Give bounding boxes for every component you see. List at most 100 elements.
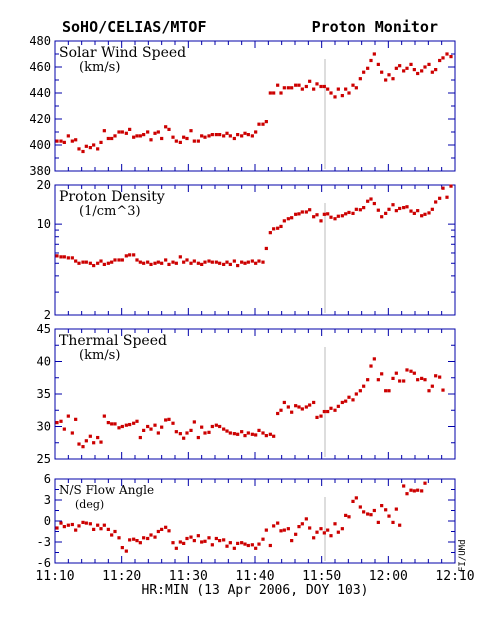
data-point [286, 86, 290, 90]
data-point [62, 255, 66, 259]
data-point [74, 138, 78, 142]
data-point [138, 541, 142, 545]
data-point [333, 217, 337, 221]
data-point [135, 419, 139, 423]
data-point [99, 527, 103, 531]
data-point [189, 129, 193, 133]
data-point [66, 256, 70, 260]
data-point [138, 260, 142, 264]
data-point [308, 526, 312, 530]
data-point [294, 404, 298, 408]
data-point [304, 517, 308, 521]
data-point [96, 261, 100, 265]
data-point [200, 262, 204, 267]
data-point [185, 136, 189, 141]
data-point [84, 439, 88, 443]
data-point [387, 207, 391, 211]
data-point [185, 431, 189, 435]
data-point [178, 540, 182, 544]
data-point [398, 64, 402, 68]
data-point [416, 71, 420, 76]
data-point [376, 378, 380, 382]
data-point [70, 522, 74, 527]
data-point [282, 86, 286, 90]
data-point [228, 541, 232, 545]
data-point [372, 508, 376, 513]
data-point [264, 120, 268, 124]
data-point [372, 201, 376, 206]
data-point [312, 215, 316, 219]
data-point [261, 122, 265, 126]
data-point [449, 184, 453, 188]
data-point [232, 259, 236, 263]
data-point [409, 369, 413, 373]
data-point [232, 432, 236, 436]
data-point [264, 434, 268, 438]
data-point [290, 539, 294, 543]
data-point [376, 520, 380, 524]
data-point [366, 66, 370, 70]
data-point [391, 376, 395, 380]
data-point [142, 536, 146, 540]
data-point [62, 140, 66, 144]
y-tick-label: 25 [37, 452, 51, 466]
data-point [358, 77, 362, 81]
data-point [405, 368, 409, 372]
data-point [246, 260, 250, 264]
data-point [102, 414, 106, 418]
data-point [96, 435, 100, 440]
data-point [402, 484, 406, 488]
data-point [192, 539, 196, 543]
data-point [203, 135, 207, 139]
data-point [322, 212, 326, 216]
data-point [124, 131, 128, 135]
y-tick-label: 460 [29, 60, 51, 74]
data-point [391, 203, 395, 207]
data-point [70, 139, 74, 143]
data-point [135, 258, 139, 262]
credit-label: FI/UMd [458, 539, 468, 572]
panel-thermal: 25 30 35 40 45 Thermal Speed(km/s) [37, 322, 456, 466]
data-point [207, 259, 211, 263]
data-point [420, 376, 424, 380]
data-point [257, 542, 261, 546]
data-point [110, 422, 114, 426]
data-point [409, 62, 413, 66]
data-point [340, 94, 344, 98]
data-point [178, 140, 182, 144]
data-point [366, 199, 370, 203]
data-point [423, 378, 427, 382]
data-point [243, 434, 247, 438]
data-point [300, 522, 304, 526]
data-point [297, 525, 301, 529]
data-point [427, 62, 431, 66]
data-point [297, 405, 301, 409]
x-tick-label: 11:50 [302, 569, 341, 584]
data-point [84, 144, 88, 148]
panel-flow: -6 -3 0 3 6 N/S Flow Angle(deg) [37, 472, 456, 570]
data-point [340, 214, 344, 218]
data-point [322, 409, 326, 414]
panel-unit: (km/s) [79, 60, 120, 75]
data-point [290, 86, 294, 90]
data-point [254, 433, 258, 437]
data-point [257, 428, 261, 432]
x-tick-label: 11:20 [102, 569, 141, 584]
data-point [62, 427, 66, 431]
data-point [308, 208, 312, 212]
data-point [218, 261, 222, 265]
data-point [149, 533, 153, 537]
data-point [92, 143, 96, 147]
y-tick-label: 10 [37, 217, 51, 231]
data-point [164, 418, 168, 422]
data-point [358, 505, 362, 509]
data-point [192, 420, 196, 424]
y-tick-label: 480 [29, 34, 51, 48]
data-point [347, 210, 351, 215]
data-point [416, 209, 420, 213]
data-point [294, 212, 298, 216]
data-point [225, 131, 229, 135]
data-point [164, 525, 168, 529]
data-point [329, 534, 333, 538]
